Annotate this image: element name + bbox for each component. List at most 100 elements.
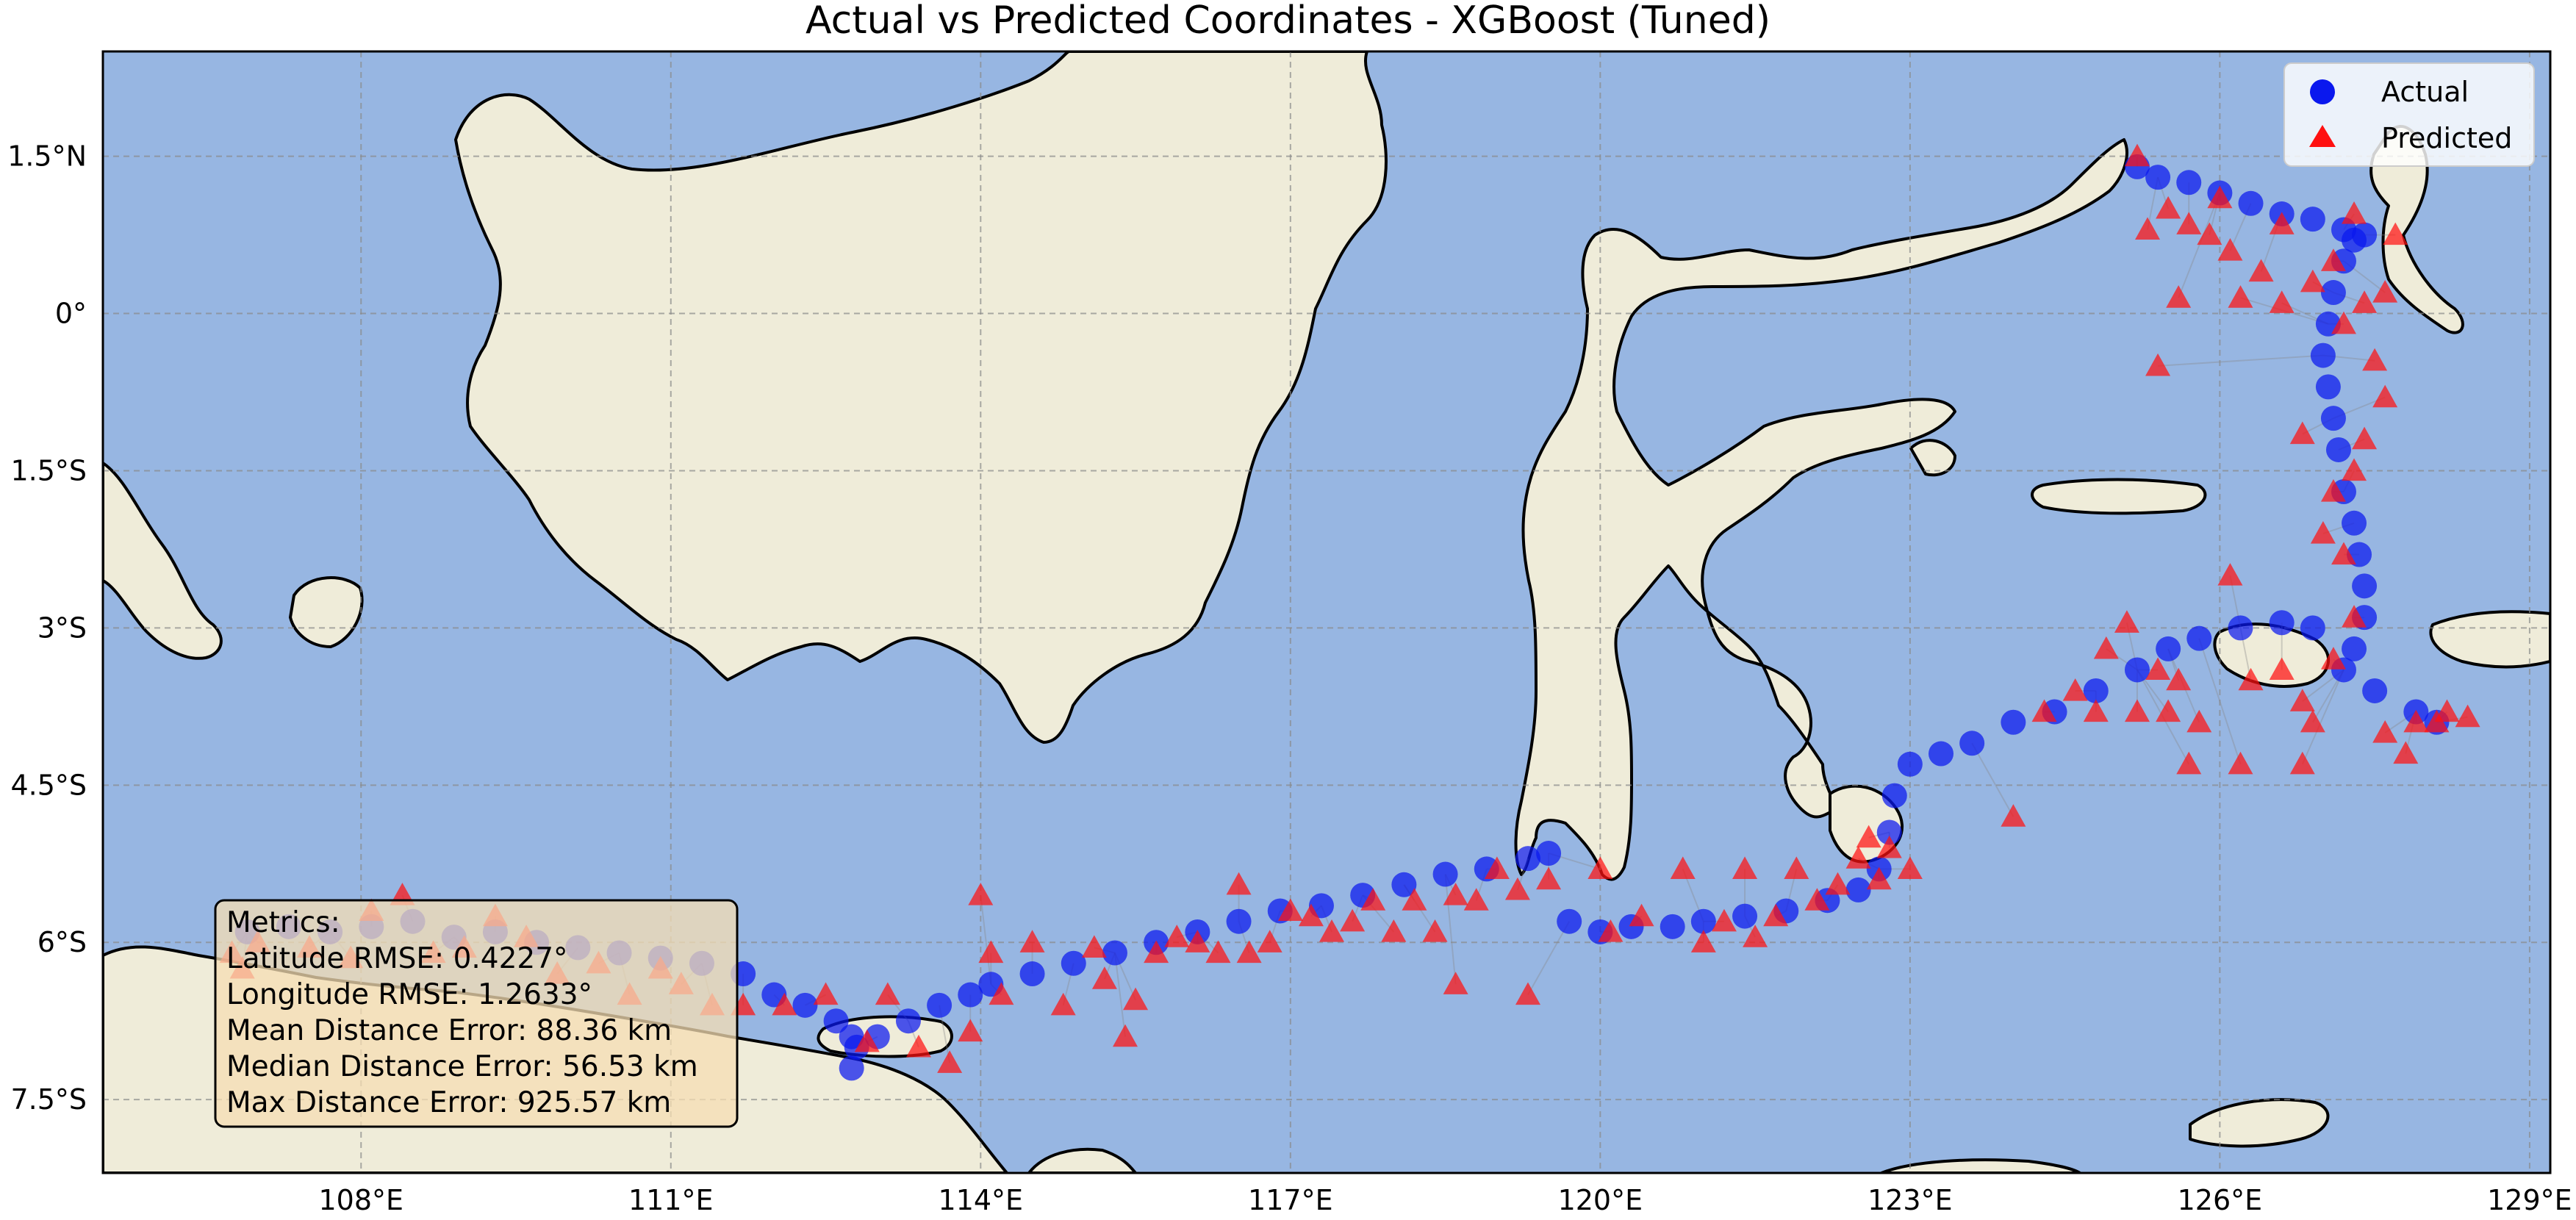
land-sulawesi (1514, 138, 2128, 881)
predicted-point (1226, 872, 1252, 895)
predicted-point (1205, 940, 1231, 964)
predicted-point (1144, 940, 1169, 964)
predicted-point (1298, 903, 1324, 927)
x-tick-label: 120°E (1558, 1184, 1643, 1216)
predicted-point (2124, 699, 2150, 722)
land-sula (2031, 478, 2207, 515)
actual-point (1881, 783, 1907, 808)
predicted-point (1360, 888, 1386, 911)
actual-point (2300, 207, 2325, 232)
predicted-point (2166, 667, 2192, 691)
predicted-point (1081, 935, 1107, 958)
connector-line (1113, 952, 1127, 1037)
metrics-line-mean-error: Mean Distance Error: 88.36 km (226, 1014, 672, 1047)
predicted-point (854, 1029, 880, 1052)
predicted-point (2217, 237, 2243, 261)
predicted-point (2289, 751, 2315, 775)
actual-point (1102, 940, 1127, 966)
predicted-point (1236, 940, 1262, 964)
predicted-point (772, 992, 797, 1016)
actual-point (2325, 437, 2351, 462)
actual-point (895, 1008, 921, 1034)
actual-point (2238, 190, 2264, 216)
actual-point (1660, 914, 1685, 939)
predicted-point (2114, 610, 2139, 633)
predicted-point (1340, 908, 1366, 932)
actual-point (2124, 657, 2150, 683)
predicted-point (1897, 856, 1923, 880)
predicted-point (2383, 222, 2408, 245)
actual-point (1019, 961, 1045, 987)
predicted-point (2269, 212, 2295, 234)
land-sumatra (103, 462, 223, 660)
predicted-point (1856, 825, 1881, 848)
actual-point (1557, 908, 1582, 934)
actual-point (792, 992, 818, 1018)
predicted-point (2310, 521, 2336, 544)
predicted-point (968, 883, 994, 905)
y-tick-label: 1.5°N (7, 140, 87, 173)
y-tick-label: 6°S (37, 926, 87, 958)
predicted-point (2176, 212, 2202, 234)
predicted-point (978, 940, 1004, 964)
predicted-point (2289, 689, 2315, 711)
predicted-point (906, 1034, 931, 1058)
predicted-point (2342, 458, 2367, 481)
actual-point (2186, 625, 2212, 651)
actual-point (2342, 510, 2367, 536)
actual-point (1959, 731, 1985, 756)
connector-line (980, 894, 992, 985)
predicted-point (1743, 925, 1768, 947)
predicted-point (2434, 699, 2460, 722)
predicted-point (2207, 185, 2233, 209)
metrics-line-max-error: Max Distance Error: 925.57 km (226, 1086, 671, 1119)
actual-point (1732, 903, 1758, 929)
predicted-point (2176, 751, 2202, 775)
legend-box (2283, 62, 2535, 167)
predicted-point (937, 1050, 963, 1073)
predicted-point (2228, 285, 2253, 308)
x-tick-label: 117°E (1248, 1184, 1333, 1216)
connector-line (2178, 193, 2221, 298)
land-borneo (454, 51, 1388, 744)
predicted-point (2156, 699, 2181, 722)
actual-point (2320, 280, 2346, 306)
predicted-point (2362, 348, 2388, 371)
x-tick-label: 126°E (2178, 1184, 2263, 1216)
y-tick-label: 7.5°S (10, 1083, 87, 1116)
predicted-point (813, 982, 839, 1005)
actual-point (2228, 615, 2253, 641)
predicted-point (1598, 919, 1624, 942)
predicted-point (2145, 657, 2171, 681)
predicted-point (2093, 636, 2119, 659)
metrics-box-background (214, 899, 739, 1128)
predicted-point (2248, 259, 2274, 282)
predicted-point (1091, 966, 1117, 989)
predicted-point (2269, 657, 2295, 681)
predicted-point (2352, 426, 2378, 450)
legend-predicted-marker (2309, 125, 2336, 147)
predicted-point (2083, 699, 2109, 722)
map-title: Actual vs Predicted Coordinates - XGBoos… (805, 0, 1771, 43)
predicted-point (2062, 678, 2088, 701)
predicted-point (1422, 919, 1448, 942)
predicted-point (1381, 919, 1407, 942)
predicted-point (1690, 930, 1716, 952)
predicted-point (2331, 542, 2356, 565)
actual-point (1536, 841, 1562, 866)
predicted-point (875, 982, 900, 1005)
predicted-point (1536, 866, 1562, 890)
predicted-point (1629, 903, 1654, 927)
y-tick-label: 4.5°S (10, 769, 87, 801)
predicted-point (2342, 201, 2367, 224)
predicted-point (1784, 856, 1809, 880)
predicted-point (1504, 877, 1530, 900)
predicted-point (1515, 982, 1540, 1005)
land-banggai (1909, 439, 1956, 477)
legend: Actual Predicted (2283, 62, 2535, 167)
connector-line (2198, 638, 2242, 765)
actual-point (2342, 636, 2367, 661)
predicted-point (1711, 908, 1737, 932)
predicted-point (2001, 804, 2026, 827)
